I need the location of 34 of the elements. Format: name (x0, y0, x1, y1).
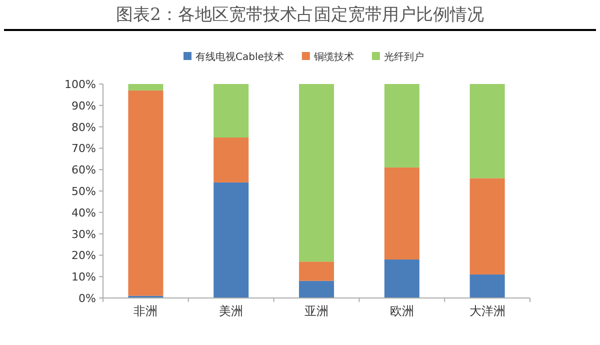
bar (470, 274, 505, 298)
y-tick-label: 0% (78, 292, 96, 305)
y-tick-label: 80% (72, 120, 96, 134)
bar (384, 84, 420, 168)
x-tick-label: 大洋洲 (469, 304, 506, 318)
x-tick-label: 欧洲 (390, 304, 414, 318)
x-tick-label: 美洲 (219, 304, 244, 318)
legend-label: 有线电视Cable技术 (196, 51, 284, 63)
bar (298, 262, 334, 281)
y-tick-label: 50% (72, 185, 96, 198)
bar (128, 90, 164, 296)
y-tick-label: 10% (72, 270, 96, 284)
x-tick-label: 亚洲 (304, 304, 328, 318)
bar (298, 280, 334, 298)
bar (470, 84, 505, 178)
bar (214, 138, 249, 182)
chart-title: 图表2：各地区宽带技术占固定宽带用户比例情况 (116, 5, 484, 25)
bar (470, 178, 505, 274)
legend-label: 光纤到户 (384, 51, 424, 63)
y-tick-label: 60% (72, 164, 96, 177)
x-tick-label: 非洲 (134, 304, 158, 318)
legend-label: 铜缆技术 (312, 51, 354, 63)
bar (128, 84, 164, 90)
bar (298, 84, 334, 262)
bar (214, 84, 249, 138)
y-tick-label: 30% (72, 228, 96, 241)
bar (384, 259, 420, 298)
y-tick-label: 20% (72, 249, 96, 262)
bar (214, 182, 249, 298)
y-tick-label: 40% (72, 206, 96, 220)
y-tick-label: 90% (72, 99, 96, 112)
bar (384, 167, 420, 260)
y-tick-label: 100% (64, 78, 96, 91)
y-tick-label: 70% (72, 142, 96, 156)
